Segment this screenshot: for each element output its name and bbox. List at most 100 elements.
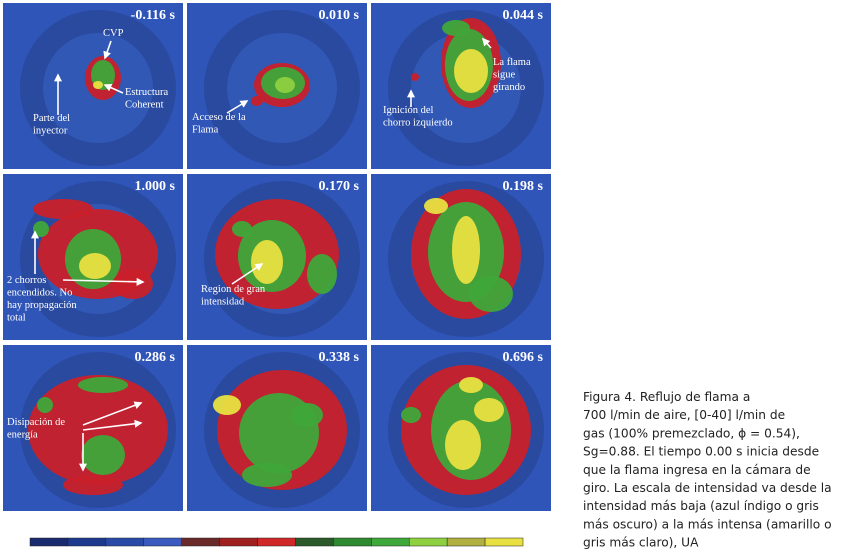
- flame: [469, 276, 513, 312]
- flame: [81, 435, 125, 475]
- arrow: [103, 40, 112, 60]
- flame: [401, 407, 421, 423]
- annotation: energía: [7, 430, 38, 441]
- caption-line: más oscuro) a la más intensa (amarillo o: [583, 517, 832, 531]
- annotation: La flama: [493, 57, 531, 68]
- flame: [251, 96, 263, 106]
- annotation: CVP: [103, 28, 124, 39]
- annotation: inyector: [33, 126, 68, 137]
- arrow: [82, 401, 143, 426]
- annotation: sigue: [493, 70, 516, 81]
- flame: [307, 254, 337, 294]
- panel: 0.170 s Region de gran intensidad: [187, 174, 367, 340]
- annotation: Region de gran: [201, 284, 266, 295]
- time-label: 0.198 s: [503, 179, 544, 194]
- arrow: [103, 83, 124, 94]
- flame: [459, 377, 483, 393]
- flame: [454, 49, 488, 93]
- caption-line: giro. La escala de intensidad va desde l…: [583, 481, 832, 495]
- flame: [33, 199, 93, 219]
- flame: [424, 198, 448, 214]
- flame: [452, 216, 480, 284]
- flame: [28, 375, 168, 485]
- flame: [291, 403, 323, 427]
- caption-line: intensidad más baja (azul índigo o gris: [583, 499, 819, 513]
- annotation: intensidad: [201, 297, 245, 308]
- time-label: 0.010 s: [319, 8, 360, 23]
- annotation: girando: [493, 82, 525, 93]
- panel: 0.198 s: [371, 174, 551, 340]
- annotation: chorro izquierdo: [383, 118, 453, 129]
- scale-swatch: [105, 537, 145, 547]
- arrow: [82, 419, 143, 431]
- caption-line: 700 l/min de aire, [0-40] l/min de: [583, 408, 785, 422]
- time-label: 1.000 s: [135, 179, 176, 194]
- annotation: Disipación de: [7, 417, 65, 428]
- flame: [79, 253, 111, 279]
- time-label: 0.696 s: [503, 350, 544, 365]
- panel: 0.286 s Disipación de energía: [3, 345, 183, 511]
- scale-swatch: [446, 537, 486, 547]
- time-label: 0.170 s: [319, 179, 360, 194]
- panel: -0.116 s CVP Estructura Coherent Parte del in…: [3, 3, 183, 169]
- arrow: [231, 263, 264, 285]
- flame: [37, 397, 53, 413]
- flame: [63, 475, 123, 495]
- time-label: -0.116 s: [131, 8, 176, 23]
- scale-swatch: [295, 537, 334, 547]
- annotation: Acceso de la: [192, 112, 246, 123]
- annotation: Estructura: [125, 87, 168, 98]
- flame: [442, 20, 470, 36]
- flame: [242, 463, 292, 487]
- caption-line: Sg=0.88. El tiempo 0.00 s inicia desde: [583, 445, 819, 459]
- annotation: Coherent: [125, 100, 164, 111]
- annotation: hay propagación: [7, 300, 77, 311]
- flame: [275, 77, 295, 93]
- scale-swatch: [484, 537, 524, 547]
- annotation: encendidos. No: [7, 288, 72, 299]
- caption: Figura 4. Reflujo de flama a 700 l/min de…: [583, 390, 832, 550]
- scale-swatch: [333, 537, 372, 547]
- time-label: 0.338 s: [319, 350, 360, 365]
- annotation: total: [7, 313, 26, 324]
- scale-swatch: [181, 537, 220, 547]
- caption-line: que la flama ingresa en la cámara de: [583, 463, 811, 477]
- scale-swatch: [219, 537, 258, 547]
- arrow: [62, 277, 145, 286]
- panel: 0.696 s: [371, 345, 551, 511]
- flame: [474, 398, 504, 422]
- arrow: [226, 100, 249, 114]
- scale-swatch: [143, 537, 182, 547]
- annotation: Parte del: [33, 113, 70, 124]
- flame: [93, 81, 103, 89]
- flame: [213, 395, 241, 415]
- flame: [78, 377, 128, 393]
- flame: [113, 269, 153, 299]
- flame: [232, 221, 252, 237]
- caption-line: gas (100% premezclado, ϕ = 0.54),: [583, 426, 800, 440]
- panel: 0.338 s: [187, 345, 367, 511]
- annotation: 2 chorros: [7, 275, 46, 286]
- scale-swatch: [371, 537, 410, 547]
- caption-line: gris más claro), UA: [583, 536, 699, 550]
- caption-line: Figura 4. Reflujo de flama a: [583, 390, 750, 404]
- intensity-scale: [29, 537, 524, 547]
- flame: [411, 73, 419, 81]
- time-label: 0.044 s: [503, 8, 544, 23]
- scale-swatch: [408, 537, 448, 547]
- scale-swatch: [67, 537, 107, 547]
- scale-swatch: [29, 537, 69, 547]
- annotation: Flama: [192, 125, 219, 136]
- panel: 0.010 s Acceso de la Flama: [187, 3, 367, 169]
- scale-swatch: [257, 537, 296, 547]
- flame: [445, 420, 481, 470]
- annotation: Ignición del: [383, 105, 434, 116]
- flame: [251, 240, 283, 284]
- time-label: 0.286 s: [135, 350, 176, 365]
- arrow: [481, 37, 492, 49]
